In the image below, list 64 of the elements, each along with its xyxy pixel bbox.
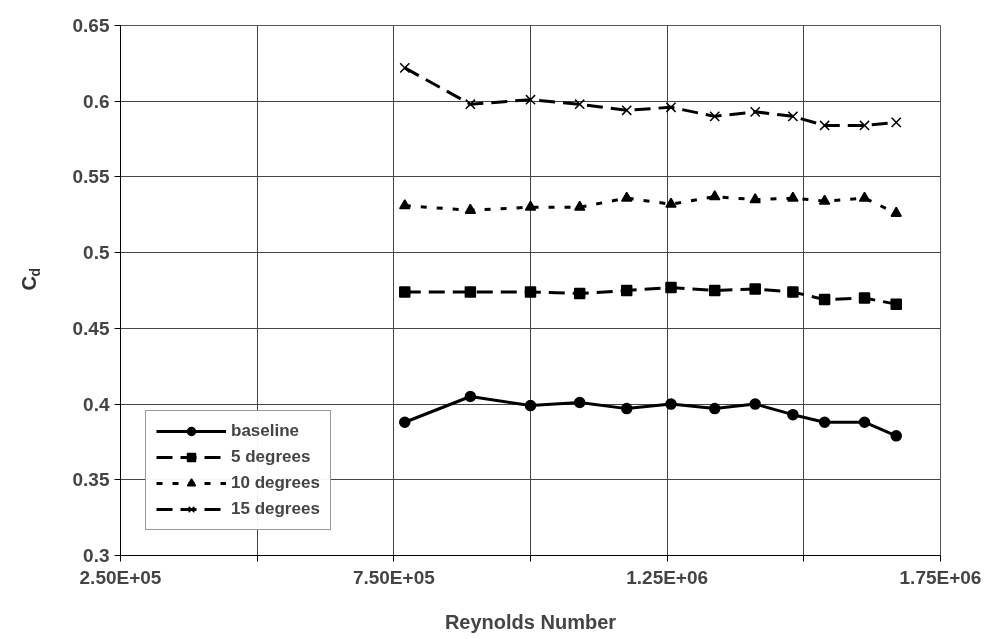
point — [749, 283, 761, 295]
point — [890, 298, 902, 310]
point — [787, 286, 799, 298]
point — [464, 203, 477, 214]
y-tick-label: 0.3 — [83, 545, 110, 566]
point — [524, 200, 537, 211]
x-tick-label: 1.25E+06 — [626, 566, 709, 588]
point — [525, 94, 536, 106]
x-tick-label: 1.75E+06 — [899, 566, 982, 588]
point — [890, 206, 902, 217]
point — [818, 416, 831, 428]
legend-label: 5 degrees — [231, 447, 311, 467]
point — [573, 200, 586, 211]
point — [749, 398, 761, 410]
point — [819, 120, 830, 131]
point — [859, 120, 870, 131]
point — [665, 281, 677, 294]
point — [858, 416, 871, 428]
point — [708, 402, 721, 415]
legend-label: 10 degrees — [231, 473, 320, 493]
point — [708, 190, 721, 201]
point — [665, 101, 677, 113]
point — [709, 111, 721, 122]
y-tick-label: 0.6 — [83, 90, 110, 112]
point — [890, 117, 902, 128]
point — [574, 98, 586, 110]
point — [524, 399, 537, 412]
point — [890, 430, 902, 442]
point — [621, 104, 633, 116]
point — [620, 284, 633, 297]
point — [787, 191, 799, 202]
x-tick-label: 2.50E+05 — [79, 566, 162, 588]
point — [665, 398, 677, 410]
y-tick-label: 0.55 — [72, 166, 110, 188]
point — [464, 286, 477, 298]
point — [665, 197, 677, 208]
point — [399, 62, 411, 74]
point — [749, 193, 761, 204]
point — [464, 390, 477, 403]
point — [465, 98, 476, 110]
y-tick-label: 0.45 — [72, 317, 110, 339]
point — [399, 286, 411, 298]
point — [818, 293, 831, 306]
y-tick-label: 0.65 — [72, 15, 110, 36]
point — [787, 408, 799, 421]
point — [818, 194, 831, 205]
point — [620, 191, 633, 202]
y-tick-label: 0.4 — [83, 393, 110, 415]
legend-label: baseline — [231, 421, 300, 441]
point — [620, 402, 633, 415]
y-tick-label: 0.5 — [83, 242, 110, 264]
point — [573, 287, 586, 300]
point — [708, 284, 721, 297]
legend-label: 15 degrees — [231, 499, 320, 519]
x-tick-label: 7.50E+05 — [352, 566, 436, 588]
x-axis-title: Reynolds Number — [444, 610, 617, 633]
y-tick-label: 0.35 — [72, 469, 110, 491]
point — [573, 396, 586, 409]
point — [399, 199, 411, 210]
point — [399, 416, 411, 428]
point — [749, 106, 761, 118]
point — [858, 292, 871, 304]
point — [524, 286, 537, 298]
point — [787, 111, 799, 122]
